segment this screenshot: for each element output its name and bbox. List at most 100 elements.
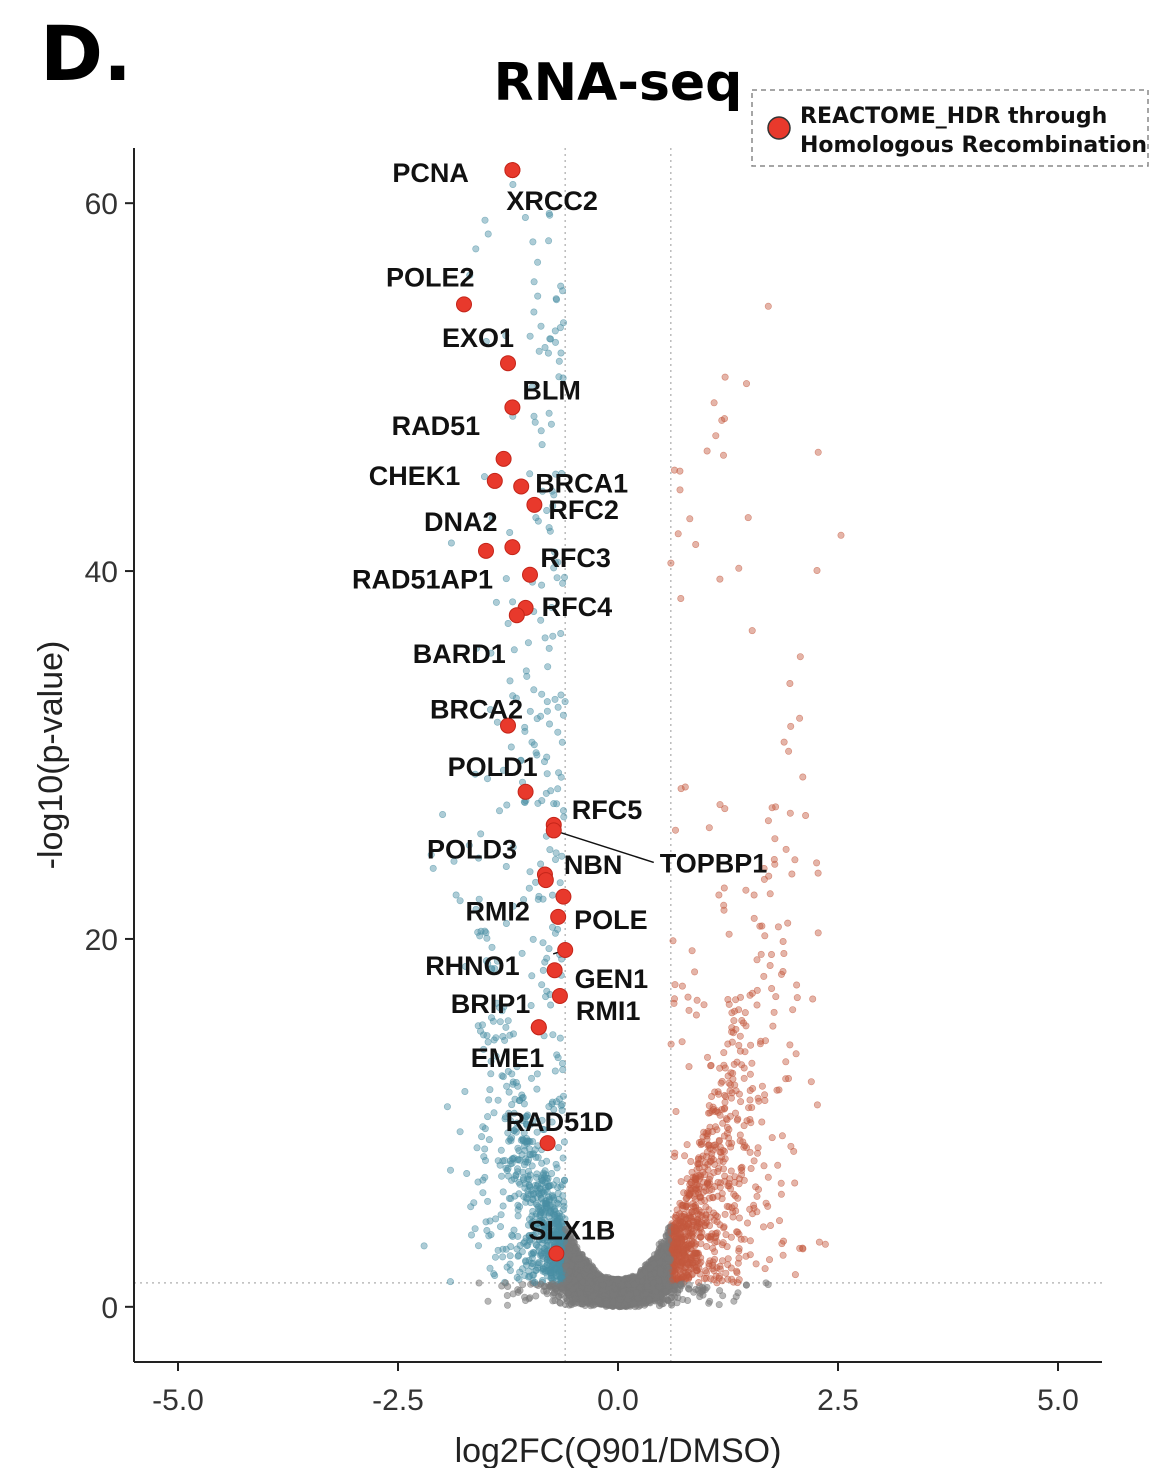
- data-point: [784, 1075, 792, 1083]
- data-point: [539, 966, 547, 974]
- data-point: [742, 1144, 750, 1152]
- data-point: [659, 1300, 667, 1308]
- data-point: [429, 864, 437, 872]
- data-point: [715, 1301, 723, 1309]
- data-point: [537, 1195, 545, 1203]
- data-point: [761, 932, 769, 940]
- data-point: [782, 1058, 790, 1066]
- data-point: [551, 695, 559, 703]
- data-point: [685, 1063, 693, 1071]
- data-point: [559, 579, 567, 587]
- data-point: [499, 1188, 507, 1196]
- data-point: [439, 810, 447, 818]
- data-point: [703, 1283, 711, 1291]
- data-point: [702, 1187, 710, 1195]
- data-point: [493, 957, 501, 965]
- data-point: [768, 984, 776, 992]
- data-point: [685, 1006, 693, 1014]
- data-point: [543, 506, 551, 514]
- data-point: [514, 1232, 522, 1240]
- data-point: [461, 962, 469, 970]
- data-point: [837, 531, 845, 539]
- data-point: [525, 1145, 533, 1153]
- data-point: [543, 698, 551, 706]
- data-point: [503, 1292, 511, 1300]
- data-point: [739, 1019, 747, 1027]
- data-point: [528, 1254, 536, 1262]
- data-point: [709, 1261, 717, 1269]
- data-point: [529, 1207, 537, 1215]
- data-point: [693, 1215, 701, 1223]
- data-point: [557, 773, 565, 781]
- data-point: [560, 1138, 568, 1146]
- data-point: [720, 415, 728, 423]
- data-point: [571, 1295, 579, 1303]
- data-point: [532, 1292, 540, 1300]
- data-point: [528, 383, 536, 391]
- data-point: [687, 1158, 695, 1166]
- data-point: [748, 1210, 756, 1218]
- data-point: [676, 1210, 684, 1218]
- data-point: [710, 1276, 718, 1284]
- data-point: [556, 1299, 564, 1307]
- data-point: [490, 1270, 498, 1278]
- data-point: [509, 692, 517, 700]
- data-point: [669, 937, 677, 945]
- data-point: [731, 1178, 739, 1186]
- data-point: [556, 879, 564, 887]
- data-point: [734, 1115, 742, 1123]
- data-point: [493, 718, 501, 726]
- data-point: [814, 869, 822, 877]
- data-point: [690, 1234, 698, 1242]
- data-point: [710, 1141, 718, 1149]
- data-point: [527, 1001, 535, 1009]
- data-point: [746, 1237, 754, 1245]
- data-point: [761, 1265, 769, 1273]
- data-point: [499, 1073, 507, 1081]
- data-point: [711, 1248, 719, 1256]
- data-point: [509, 1030, 517, 1038]
- data-point: [746, 1251, 754, 1259]
- data-point: [742, 380, 750, 388]
- data-point: [750, 891, 758, 899]
- data-point: [786, 1041, 794, 1049]
- data-point: [709, 1194, 717, 1202]
- data-point: [780, 949, 788, 957]
- data-point: [746, 1070, 754, 1078]
- data-point: [771, 860, 779, 868]
- data-point: [752, 1260, 760, 1268]
- data-point: [555, 373, 563, 381]
- data-point: [506, 1252, 514, 1260]
- data-point: [711, 1183, 719, 1191]
- data-point: [510, 646, 518, 654]
- data-point: [759, 1223, 767, 1231]
- data-point: [682, 1195, 690, 1203]
- data-point: [746, 1148, 754, 1156]
- data-point: [727, 1143, 735, 1151]
- data-point: [718, 1190, 726, 1198]
- data-point: [793, 994, 801, 1002]
- data-point: [705, 1109, 713, 1117]
- data-point: [545, 644, 553, 652]
- data-point: [705, 1222, 713, 1230]
- data-point: [526, 470, 534, 478]
- data-point: [509, 1290, 517, 1298]
- data-point: [478, 1133, 486, 1141]
- data-point: [559, 1192, 567, 1200]
- data-point: [559, 1066, 567, 1074]
- data-point: [533, 715, 541, 723]
- data-point: [784, 919, 792, 927]
- data-point: [505, 1194, 513, 1202]
- data-point: [786, 809, 794, 817]
- data-point: [506, 1157, 514, 1165]
- data-point: [726, 1087, 734, 1095]
- data-point: [450, 857, 458, 865]
- data-point: [813, 566, 821, 574]
- data-point: [667, 1040, 675, 1048]
- data-point: [473, 1144, 481, 1152]
- data-point: [558, 738, 566, 746]
- data-point: [476, 1027, 484, 1035]
- data-point: [807, 1078, 815, 1086]
- data-point: [518, 1265, 526, 1273]
- data-point: [502, 1023, 510, 1031]
